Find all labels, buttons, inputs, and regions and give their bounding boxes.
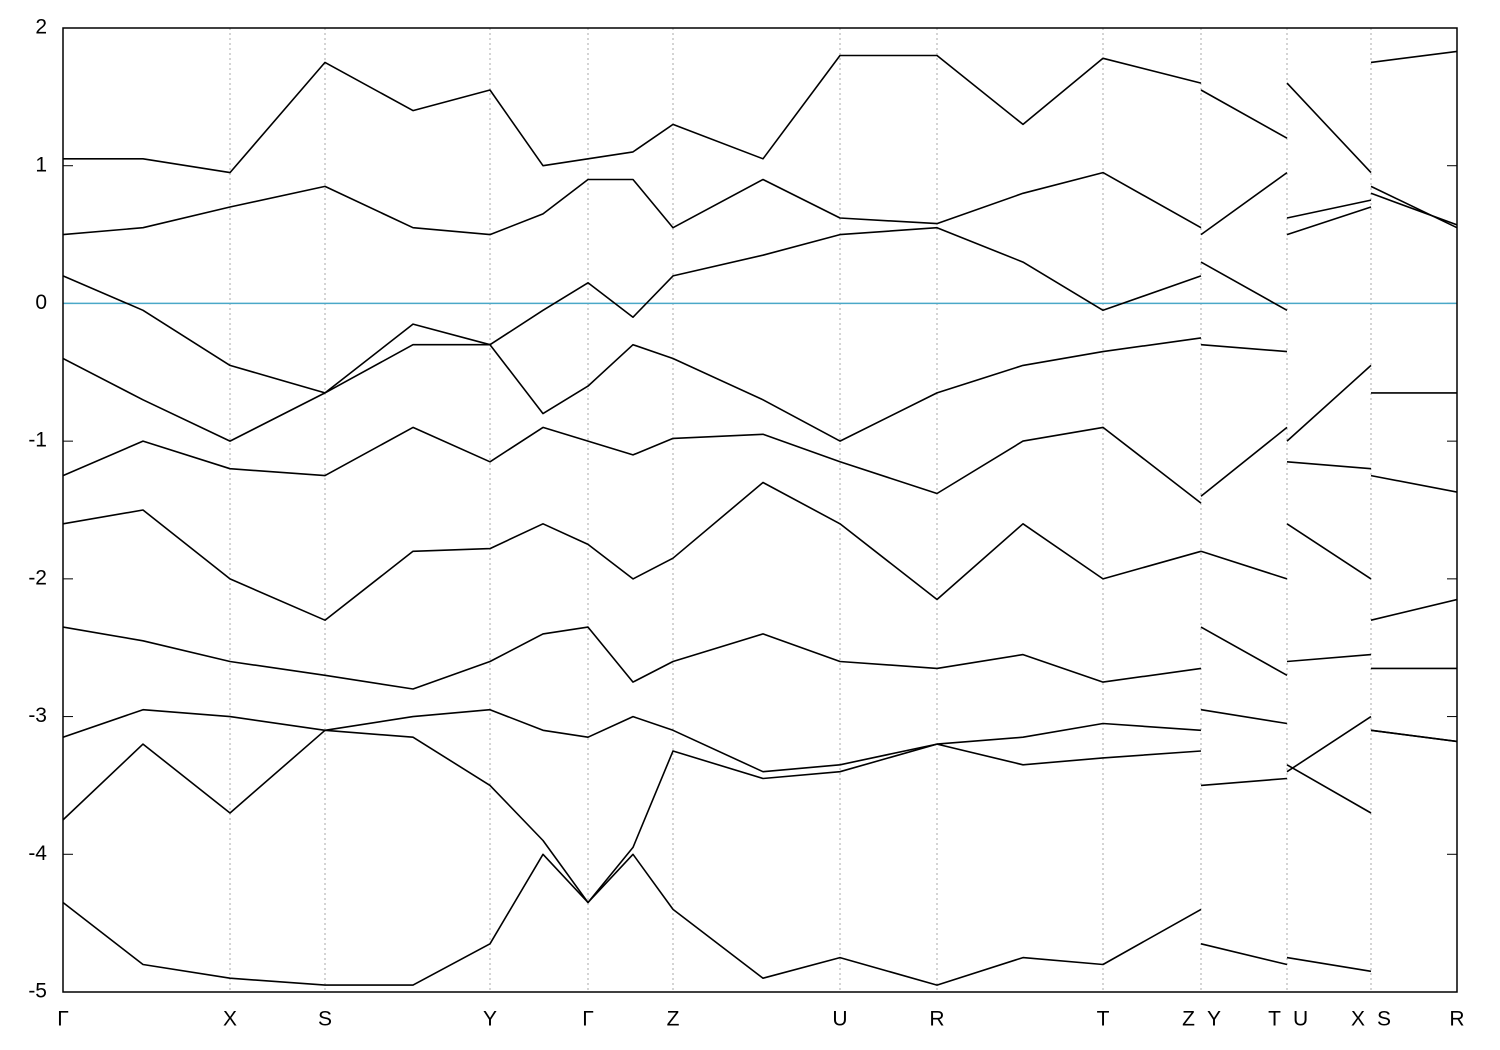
y-tick-label: 1 [35,153,47,176]
x-tick-label: R [929,1008,944,1031]
plot-frame [62,27,1458,993]
x-tick-label: Z [1182,1008,1195,1031]
x-tick-label: R [1449,1008,1464,1031]
bands [63,50,1457,986]
band-line [63,626,1457,690]
y-tick-label: -4 [28,842,47,865]
x-tick-label: S [318,1008,332,1031]
band-line [63,323,1457,442]
band-line [63,185,1457,394]
band-line [63,481,1457,621]
x-tick-label: X [223,1008,237,1031]
y-tick-label: -5 [28,980,47,1003]
band-line [63,853,1372,986]
x-tick-label: Γ [57,1008,69,1031]
x-tick-label: S [1377,1008,1391,1031]
band-line [63,708,1457,814]
band-line [63,715,1457,904]
x-tick-label: Y [1207,1008,1221,1031]
x-tick-label: U [832,1008,847,1031]
y-tick-label: -2 [28,566,47,589]
x-tick-label: Z [667,1008,680,1031]
x-tick-label: Γ [582,1008,594,1031]
band-line [63,426,1457,504]
x-tick-label: T [1097,1008,1110,1031]
y-tick-label: 0 [35,291,47,314]
y-tick-label: -1 [28,429,47,452]
y-tick-label: -3 [28,704,47,727]
band-line [63,171,1457,236]
y-tick-label: 2 [35,16,47,39]
x-tick-label: Y [483,1008,497,1031]
x-tick-label: U [1293,1008,1308,1031]
band-line [63,50,1457,174]
x-tick-label: T [1268,1008,1281,1031]
x-tick-label: X [1351,1008,1365,1031]
